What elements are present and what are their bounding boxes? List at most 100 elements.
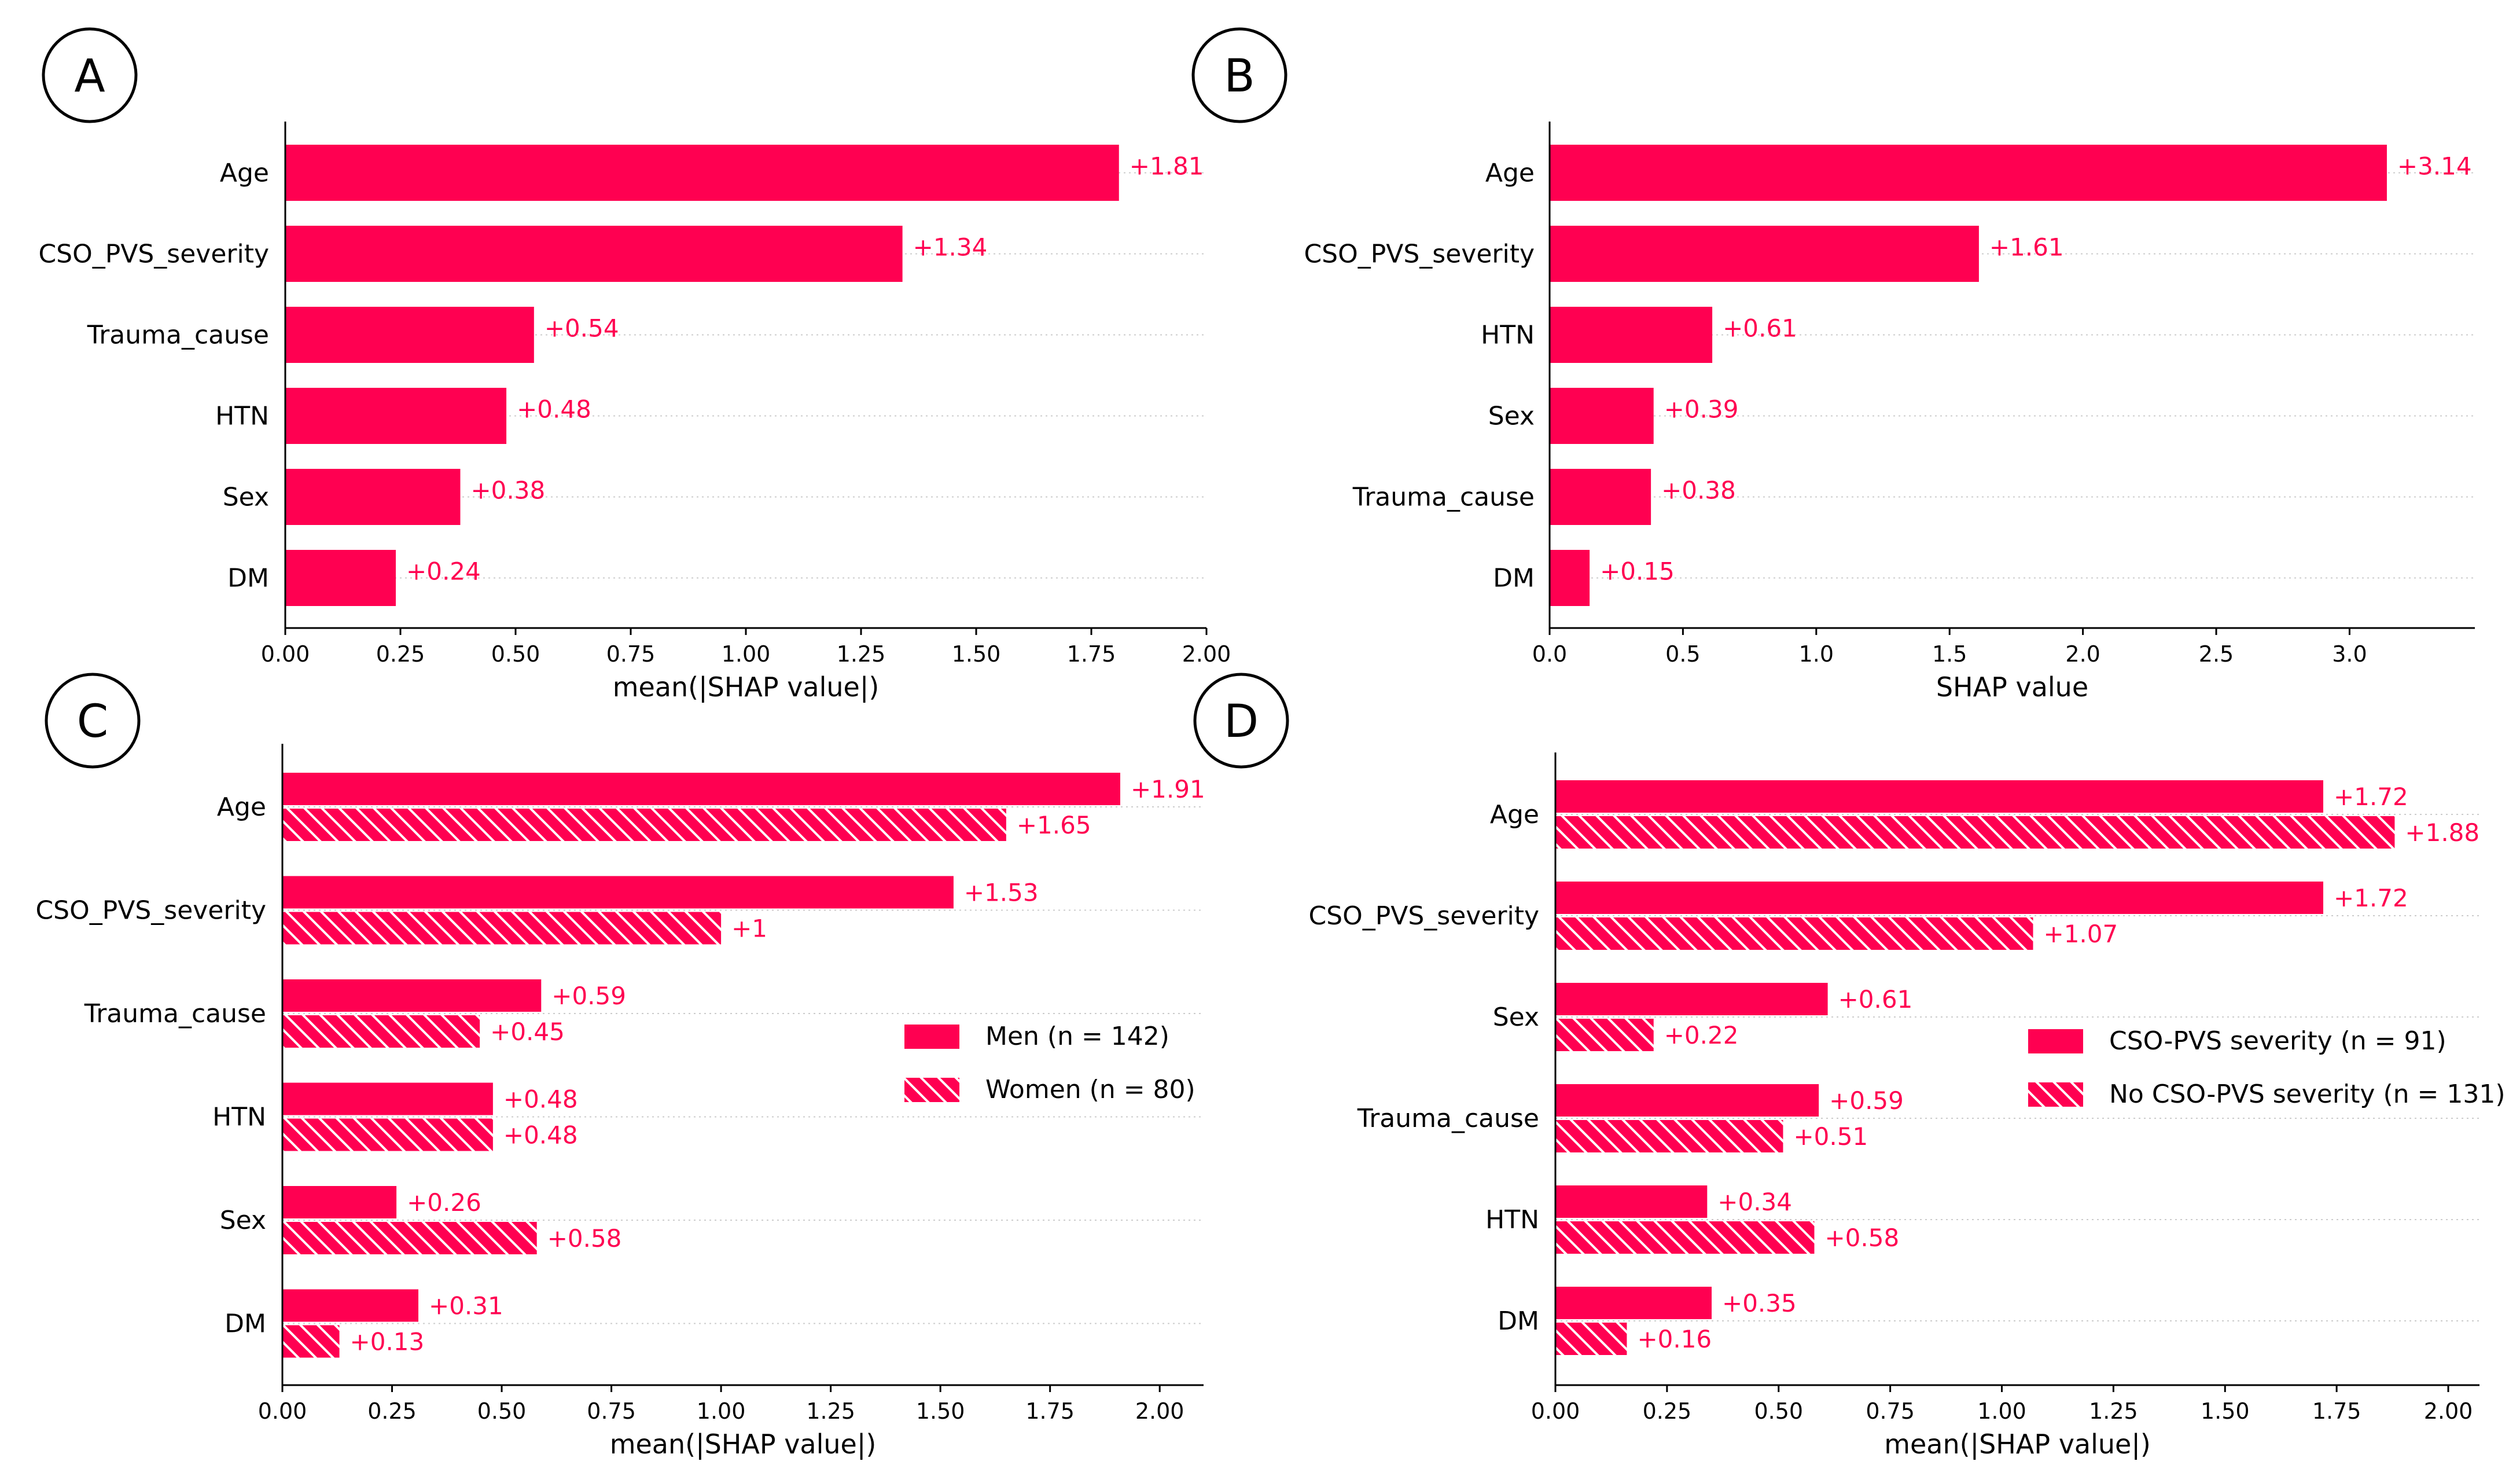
panel-letter-circle	[42, 27, 138, 123]
x-tick-label: 0.00	[1531, 1398, 1580, 1424]
data-label: +1.65	[1017, 811, 1091, 839]
x-tick-label: 3.0	[2332, 641, 2367, 667]
data-label: +0.31	[429, 1292, 503, 1320]
x-tick-label: 1.00	[722, 641, 771, 667]
bar	[1550, 145, 2387, 201]
bar-hatched	[1555, 1221, 1815, 1254]
data-label: +0.48	[517, 395, 591, 424]
panel-letter: A	[74, 50, 105, 102]
legend-label: CSO-PVS severity (n = 91)	[2109, 1026, 2447, 1056]
bar	[285, 226, 903, 282]
x-tick-label: 2.5	[2199, 641, 2234, 667]
bar-hatched	[1555, 917, 2033, 950]
panel-c: C Age +1.91 +1.65 CSO_PVS_severity +1.53 +1 Tra…	[35, 673, 1205, 1460]
legend-swatch	[904, 1025, 959, 1049]
bar	[285, 550, 396, 606]
data-label: +0.24	[406, 557, 481, 586]
x-tick-label: 2.00	[1182, 641, 1231, 667]
x-tick-label: 0.00	[261, 641, 310, 667]
bar-hatched	[282, 1118, 493, 1151]
data-label: +0.15	[1600, 557, 1675, 586]
data-label: +0.58	[1824, 1224, 1899, 1252]
data-label: +0.58	[547, 1224, 622, 1253]
data-label: +0.48	[503, 1085, 578, 1114]
panel-letter: C	[77, 696, 108, 748]
y-tick-label: DM	[227, 564, 269, 593]
x-axis-label: mean(|SHAP value|)	[613, 671, 880, 703]
x-tick-label: 1.25	[837, 641, 886, 667]
x-axis-label: mean(|SHAP value|)	[610, 1429, 877, 1460]
x-tick-label: 1.75	[2312, 1398, 2361, 1424]
legend-label: No CSO-PVS severity (n = 131)	[2109, 1080, 2506, 1109]
data-label: +0.34	[1717, 1188, 1792, 1216]
panel-letter-circle	[1191, 27, 1287, 123]
x-tick-label: 0.75	[1866, 1398, 1915, 1424]
x-tick-label: 0.75	[606, 641, 656, 667]
bar	[282, 876, 954, 909]
x-tick-label: 1.50	[952, 641, 1001, 667]
data-label: +1.34	[913, 233, 988, 262]
x-tick-label: 1.75	[1067, 641, 1116, 667]
bar	[1555, 1084, 1819, 1117]
panel-letter: D	[1224, 696, 1259, 748]
x-tick-label: 0.25	[367, 1398, 417, 1424]
data-label: +1.72	[2334, 783, 2408, 811]
x-tick-label: 2.0	[2065, 641, 2100, 667]
y-tick-label: HTN	[212, 1103, 266, 1132]
x-tick-label: 0.75	[587, 1398, 636, 1424]
data-label: +0.16	[1637, 1325, 1712, 1353]
data-label: +0.61	[1723, 314, 1797, 343]
bar	[1555, 1185, 1708, 1218]
data-label: +1.88	[2405, 818, 2479, 847]
x-tick-label: 0.5	[1665, 641, 1700, 667]
panel-letter-circle	[45, 673, 141, 769]
bar	[1550, 388, 1654, 444]
y-tick-label: Age	[217, 792, 266, 822]
x-tick-label: 1.00	[1977, 1398, 2026, 1424]
y-tick-label: HTN	[1481, 321, 1535, 350]
bar	[282, 979, 542, 1012]
x-tick-label: 1.0	[1799, 641, 1834, 667]
x-tick-label: 0.50	[491, 641, 540, 667]
bar	[282, 1289, 419, 1322]
x-axis-label: mean(|SHAP value|)	[1884, 1429, 2151, 1460]
x-tick-label: 0.25	[1643, 1398, 1692, 1424]
data-label: +1.72	[2334, 884, 2408, 912]
data-label: +0.38	[470, 476, 545, 505]
data-label: +0.59	[1829, 1086, 1904, 1115]
bar-hatched	[1555, 1323, 1627, 1355]
y-tick-label: DM	[225, 1309, 266, 1339]
panel-letter: B	[1224, 50, 1255, 102]
data-label: +0.22	[1664, 1021, 1739, 1049]
data-label: +0.51	[1793, 1122, 1868, 1151]
bar	[1555, 983, 1828, 1015]
bar	[282, 1082, 493, 1115]
bar	[282, 1186, 397, 1218]
data-label: +1.81	[1130, 152, 1204, 181]
y-tick-label: Trauma_cause	[87, 321, 269, 350]
data-label: +0.48	[503, 1121, 578, 1150]
x-tick-label: 1.5	[1932, 641, 1967, 667]
y-tick-label: CSO_PVS_severity	[1308, 901, 1539, 931]
x-tick-label: 0.50	[477, 1398, 527, 1424]
y-tick-label: HTN	[1485, 1205, 1539, 1235]
legend-swatch-hatched	[904, 1078, 959, 1102]
x-tick-label: 1.25	[806, 1398, 855, 1424]
bar-hatched	[282, 1325, 340, 1358]
y-tick-label: Sex	[1488, 402, 1535, 431]
y-tick-label: CSO_PVS_severity	[38, 240, 269, 269]
data-label: +0.54	[545, 314, 619, 343]
bar-hatched	[282, 912, 722, 945]
legend-swatch-hatched	[2028, 1082, 2083, 1107]
data-label: +0.38	[1661, 476, 1736, 505]
y-tick-label: HTN	[215, 402, 269, 431]
bar-hatched	[1555, 1120, 1783, 1152]
bar	[1550, 469, 1651, 525]
x-tick-label: 2.00	[2424, 1398, 2473, 1424]
data-label: +0.61	[1838, 985, 1913, 1014]
panel-d: D Age +1.72 +1.88 CSO_PVS_severity +1.72 +1.07…	[1193, 673, 2506, 1460]
y-tick-label: Trauma_cause	[1357, 1104, 1539, 1133]
x-tick-label: 0.25	[376, 641, 425, 667]
